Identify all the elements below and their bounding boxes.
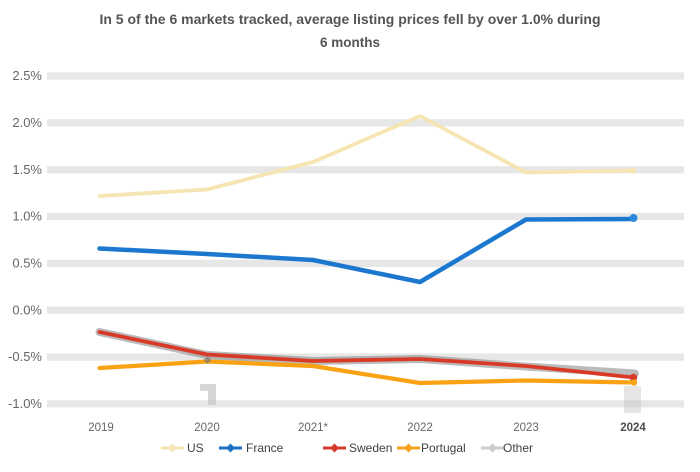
svg-text:Portugal: Portugal xyxy=(421,441,466,455)
svg-text:2022: 2022 xyxy=(407,422,433,434)
svg-text:France: France xyxy=(246,441,284,455)
svg-text:US: US xyxy=(187,441,204,455)
svg-text:2020: 2020 xyxy=(194,422,220,434)
svg-text:6 months: 6 months xyxy=(320,35,380,50)
svg-text:0.5%: 0.5% xyxy=(12,256,42,271)
svg-text:2024: 2024 xyxy=(620,422,646,434)
svg-text:2021*: 2021* xyxy=(298,422,329,434)
svg-text:2.5%: 2.5% xyxy=(12,68,42,83)
svg-text:0.0%: 0.0% xyxy=(12,302,42,317)
svg-text:-0.5%: -0.5% xyxy=(8,349,42,364)
svg-text:2023: 2023 xyxy=(513,422,539,434)
svg-text:2.0%: 2.0% xyxy=(12,115,42,130)
svg-text:Other: Other xyxy=(503,441,533,455)
svg-text:1.0%: 1.0% xyxy=(12,209,42,224)
svg-text:1.5%: 1.5% xyxy=(12,162,42,177)
svg-text:Sweden: Sweden xyxy=(349,441,392,455)
svg-text:2019: 2019 xyxy=(88,422,114,434)
svg-text:In 5 of the 6 markets tracked,: In 5 of the 6 markets tracked, average l… xyxy=(99,11,600,27)
svg-text:-1.0%: -1.0% xyxy=(8,396,42,411)
